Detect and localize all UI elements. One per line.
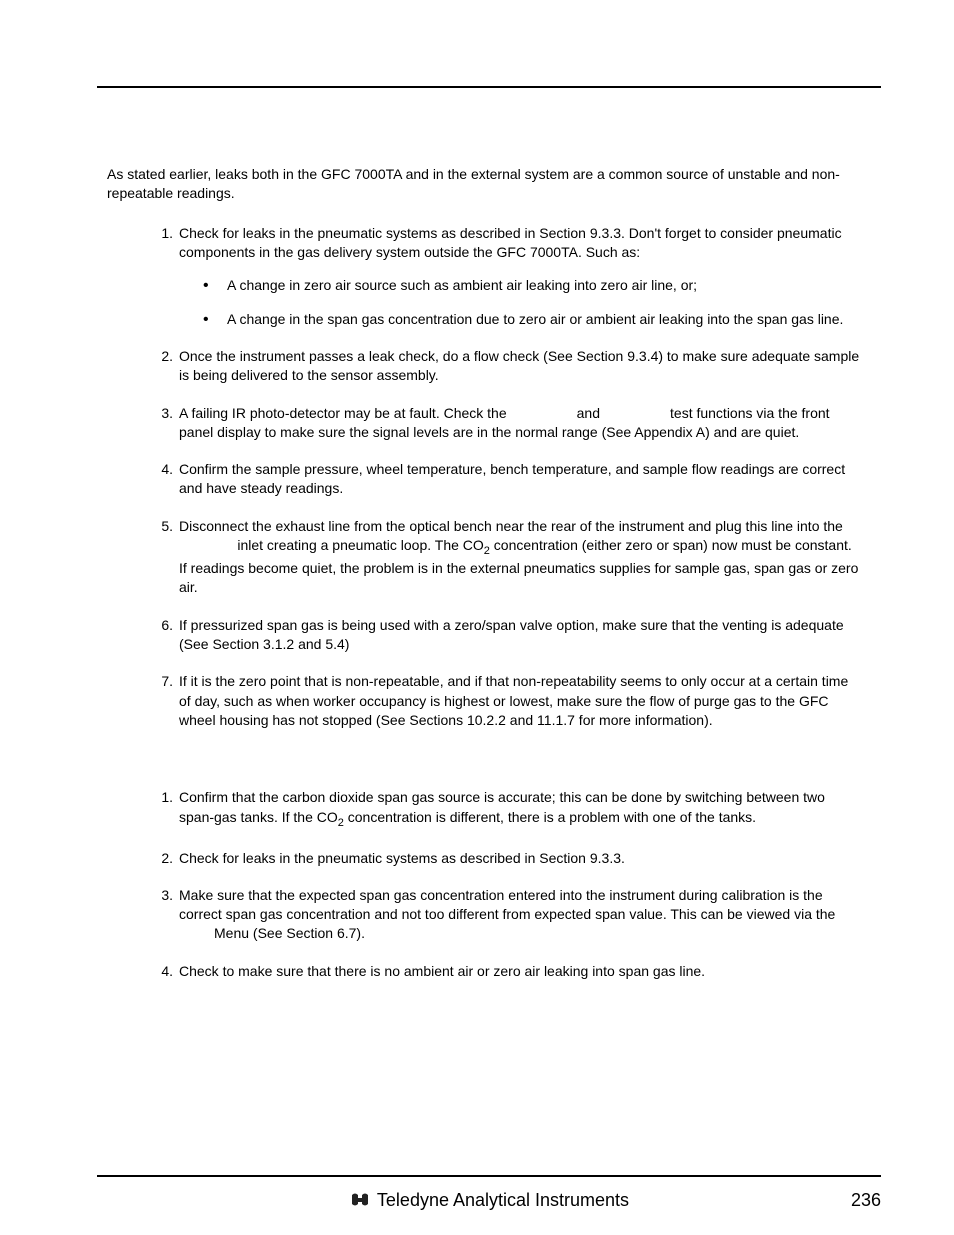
list-a-item-1-text: Check for leaks in the pneumatic systems… bbox=[179, 225, 842, 260]
list-a-item-3-mid: and bbox=[573, 405, 604, 421]
list-a-item-3-part-a: A failing IR photo-detector may be at fa… bbox=[179, 405, 511, 421]
list-a-item-5-part-a: Disconnect the exhaust line from the opt… bbox=[179, 518, 843, 534]
list-a-item-3-blank-2 bbox=[604, 405, 666, 421]
list-b-item-2: Check for leaks in the pneumatic systems… bbox=[155, 849, 861, 868]
list-b-item-4: Check to make sure that there is no ambi… bbox=[155, 962, 861, 981]
list-a-item-1: Check for leaks in the pneumatic systems… bbox=[155, 224, 861, 329]
list-a-item-1-bullets: A change in zero air source such as ambi… bbox=[179, 276, 861, 329]
teledyne-logo-icon bbox=[349, 1192, 371, 1210]
list-a-item-6: If pressurized span gas is being used wi… bbox=[155, 616, 861, 655]
intro-paragraph: As stated earlier, leaks both in the GFC… bbox=[107, 165, 861, 204]
list-a: Check for leaks in the pneumatic systems… bbox=[107, 224, 861, 731]
list-b-item-1-part-b: concentration is different, there is a p… bbox=[344, 809, 756, 825]
list-b-item-1: Confirm that the carbon dioxide span gas… bbox=[155, 788, 861, 830]
list-b-item-3-part-a: Make sure that the expected span gas con… bbox=[179, 887, 835, 922]
list-a-item-5-part-b1: inlet creating a pneumatic loop. The CO bbox=[233, 537, 483, 553]
list-a-item-1-bullet-2: A change in the span gas concentration d… bbox=[227, 310, 861, 329]
footer-brand: Teledyne Analytical Instruments bbox=[349, 1190, 629, 1211]
page-number: 236 bbox=[851, 1190, 881, 1211]
spacer bbox=[107, 216, 861, 224]
list-a-item-2: Once the instrument passes a leak check,… bbox=[155, 347, 861, 386]
header-rule bbox=[97, 86, 881, 88]
list-a-item-5: Disconnect the exhaust line from the opt… bbox=[155, 517, 861, 598]
list-a-item-3: A failing IR photo-detector may be at fa… bbox=[155, 404, 861, 443]
footer-rule bbox=[97, 1175, 881, 1177]
section-gap bbox=[107, 748, 861, 788]
list-b-item-3-part-b: Menu (See Section 6.7). bbox=[210, 925, 365, 941]
list-a-item-7: If it is the zero point that is non-repe… bbox=[155, 672, 861, 730]
list-b-item-3: Make sure that the expected span gas con… bbox=[155, 886, 861, 944]
list-b-item-3-blank bbox=[179, 925, 210, 941]
list-a-item-3-blank-1 bbox=[511, 405, 573, 421]
footer-brand-text: Teledyne Analytical Instruments bbox=[377, 1190, 629, 1211]
page: As stated earlier, leaks both in the GFC… bbox=[0, 0, 954, 1235]
list-a-item-1-bullet-1: A change in zero air source such as ambi… bbox=[227, 276, 861, 295]
list-b: Confirm that the carbon dioxide span gas… bbox=[107, 788, 861, 981]
list-a-item-5-blank bbox=[179, 537, 233, 553]
body-content: As stated earlier, leaks both in the GFC… bbox=[107, 165, 861, 999]
page-footer: Teledyne Analytical Instruments 236 bbox=[97, 1190, 881, 1211]
list-a-item-4: Confirm the sample pressure, wheel tempe… bbox=[155, 460, 861, 499]
